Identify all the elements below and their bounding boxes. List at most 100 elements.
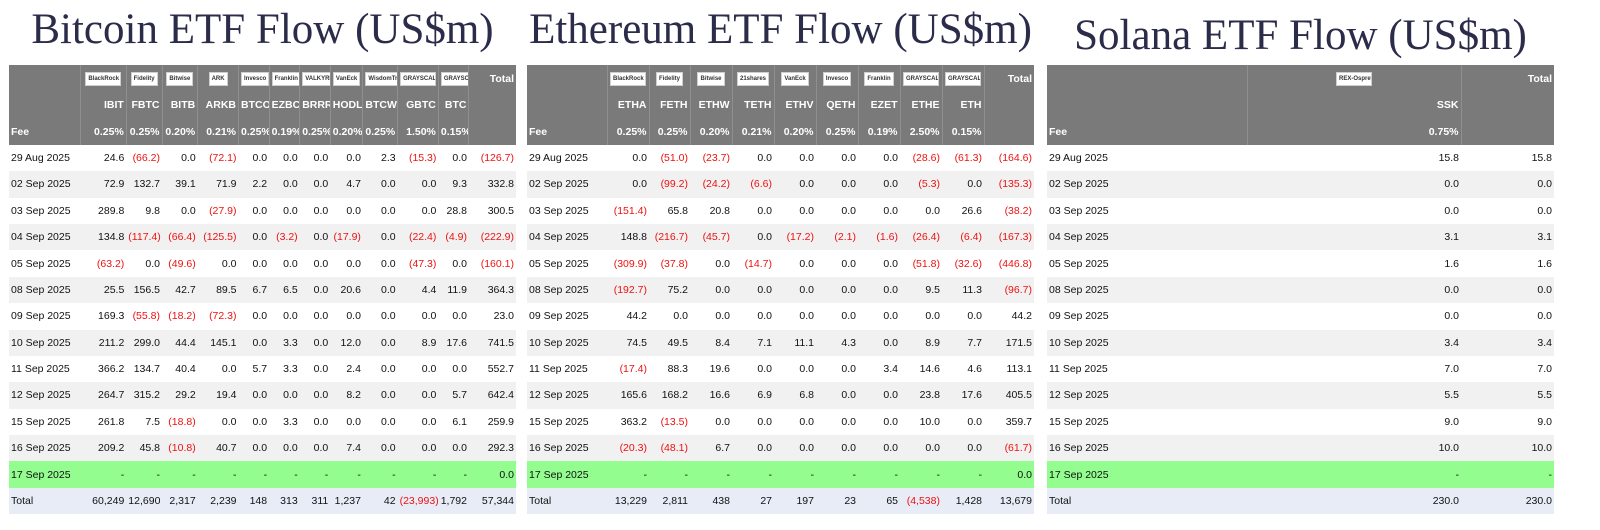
table-cell: 642.4 — [468, 382, 516, 409]
table-cell: 1.6 — [1247, 250, 1461, 277]
row-label — [527, 65, 608, 92]
table-cell: 44.2 — [607, 303, 649, 330]
table-row: 17 Sep 2025- - - - - - - - - - -0.0 — [9, 461, 516, 488]
header-cell: VALKYRIE — [299, 65, 331, 92]
table-cell: 0.25% — [299, 118, 331, 145]
table-cell: 0.21% — [197, 118, 239, 145]
table-cell: 0.0 — [858, 250, 900, 277]
table-cell: 4.4 — [397, 276, 439, 304]
table-cell: 0.0 — [732, 435, 774, 462]
row-date: 12 Sep 2025 — [527, 382, 607, 409]
table-row: 11 Sep 2025 366.2 134.7 40.4 0.0 5.7 3.3 0.0 2.4… — [9, 355, 516, 383]
table-cell: (23.7) — [690, 144, 732, 172]
table-cell: 27 — [732, 487, 774, 515]
table-cell: 65 — [858, 487, 900, 515]
table-cell: (26.4) — [900, 223, 942, 251]
table-cell: 0.0 — [858, 276, 900, 304]
table-cell: 0.0 — [238, 250, 270, 277]
flow-table: BlackRock Fidelity Bitwise 21shares VanEck In… — [527, 65, 1034, 515]
table-cell: 0.0 — [1461, 276, 1554, 304]
table-cell: 0.0 — [362, 171, 398, 198]
table-cell: (37.8) — [649, 250, 690, 277]
table-cell: 0.0 — [774, 276, 816, 304]
table-row: 05 Sep 2025 (63.2) 0.0 (49.6) 0.0 0.0 0.0 0.0 0.… — [9, 250, 516, 277]
row-label — [9, 65, 81, 92]
issuer-header-row: BlackRock Fidelity Bitwise 21shares VanEck In… — [527, 65, 1034, 92]
header-cell: VanEck — [774, 65, 817, 92]
table-cell: 0.0 — [362, 303, 398, 330]
table-cell: (4,538) — [900, 487, 942, 515]
table-cell: 299.0 — [126, 329, 162, 356]
table-cell: 0.0 — [397, 382, 439, 409]
table-row: 04 Sep 2025 134.8 (117.4) (66.4) (125.5) 0.0(… — [9, 223, 516, 251]
header-cell: GRAYSCALE — [900, 65, 943, 92]
table-cell: 39.1 — [162, 171, 198, 198]
table-cell: 1,428 — [942, 487, 984, 515]
table-cell: 6.9 — [732, 382, 774, 409]
table-cell — [1461, 92, 1554, 119]
table-cell: - — [1247, 461, 1461, 488]
table-cell: (32.6) — [942, 250, 984, 277]
table-cell: ETHE — [900, 92, 943, 119]
table-row: 08 Sep 2025 0.0 0.0 — [1047, 276, 1554, 304]
table-cell: (2.1) — [816, 223, 858, 251]
table-cell: 0.0 — [299, 144, 331, 172]
table-cell: 0.0 — [438, 250, 469, 277]
table-cell: 2.3 — [362, 144, 398, 172]
table-cell: (18.2) — [162, 303, 198, 330]
table-cell: 311 — [299, 487, 331, 515]
table-row: 15 Sep 2025 363.2 (13.5) 0.0 0.0 0.0 0.0 0.0 10.… — [527, 408, 1034, 436]
table-cell: IBIT — [80, 92, 127, 119]
table-cell: 0.0 — [299, 197, 331, 224]
fee-header-row: Fee 0.25% 0.25% 0.20% 0.21% 0.25% 0.19% 0.25% 0.… — [9, 118, 516, 145]
table-cell: (45.7) — [690, 223, 732, 251]
table-cell: 0.0 — [816, 197, 858, 224]
table-cell: 0.0 — [732, 408, 774, 436]
table-cell: 0.19% — [858, 118, 901, 145]
table-cell: (66.4) — [162, 223, 198, 251]
table-row: 02 Sep 2025 0.0 0.0 — [1047, 171, 1554, 198]
table-row: 16 Sep 2025 (20.3) (48.1) 6.7 0.0 0.0 0.0 0.0 0.… — [527, 435, 1034, 462]
row-date: 05 Sep 2025 — [9, 250, 81, 277]
table-cell: (51.0) — [649, 144, 690, 172]
table-cell: 4.6 — [942, 355, 984, 383]
table-cell: 363.2 — [607, 408, 649, 436]
table-cell: 0.0 — [330, 303, 363, 330]
table-row: 08 Sep 2025 (192.7) 75.2 0.0 0.0 0.0 0.0 0.0 9.5… — [527, 276, 1034, 304]
row-label: Fee — [1047, 118, 1248, 145]
table-cell: (1.6) — [858, 223, 900, 251]
table-cell: 42.7 — [162, 276, 198, 304]
row-date: 10 Sep 2025 — [9, 329, 81, 356]
table-row: 11 Sep 2025 7.0 7.0 — [1047, 355, 1554, 383]
table-cell: ETHV — [774, 92, 817, 119]
header-cell: Bitwise — [162, 65, 199, 92]
table-cell: 12.0 — [330, 329, 363, 356]
table-cell: 0.0 — [362, 250, 398, 277]
table-cell: (51.8) — [900, 250, 942, 277]
table-cell: 0.0 — [858, 329, 900, 356]
table-cell: 0.0 — [299, 355, 331, 383]
table-cell: 0.0 — [238, 329, 270, 356]
header-cell: VanEck — [330, 65, 364, 92]
table-cell: 3.3 — [269, 329, 300, 356]
total-row: Total 230.0 230.0 — [1047, 487, 1554, 515]
table-cell: (24.2) — [690, 171, 732, 198]
table-cell: 0.0 — [362, 382, 398, 409]
solana-panel: Solana ETF Flow (US$m) REX-Osprey Total SS… — [1047, 0, 1554, 515]
table-cell: 0.0 — [299, 408, 331, 436]
table-cell — [468, 92, 516, 119]
table-cell: 0.0 — [362, 276, 398, 304]
table-cell: 145.1 — [197, 329, 239, 356]
table-cell: - — [362, 461, 398, 488]
table-row: 29 Aug 2025 24.6 (66.2) 0.0 (72.1) 0.0 0.0 0.0 0… — [9, 144, 516, 172]
table-cell: 11.1 — [774, 329, 816, 356]
issuer-logo: VanEck — [781, 71, 809, 86]
table-cell: Total — [1461, 65, 1554, 92]
table-cell: 0.0 — [816, 144, 858, 172]
table-cell: 0.0 — [269, 382, 300, 409]
table-cell: (72.3) — [197, 303, 239, 330]
issuer-logo: Bitwise — [166, 71, 194, 86]
row-date: 17 Sep 2025 — [1047, 461, 1247, 488]
table-cell: 0.0 — [362, 355, 398, 383]
table-row: 10 Sep 2025 74.5 49.5 8.4 7.1 11.1 4.3 0.0 8.9 7.… — [527, 329, 1034, 356]
